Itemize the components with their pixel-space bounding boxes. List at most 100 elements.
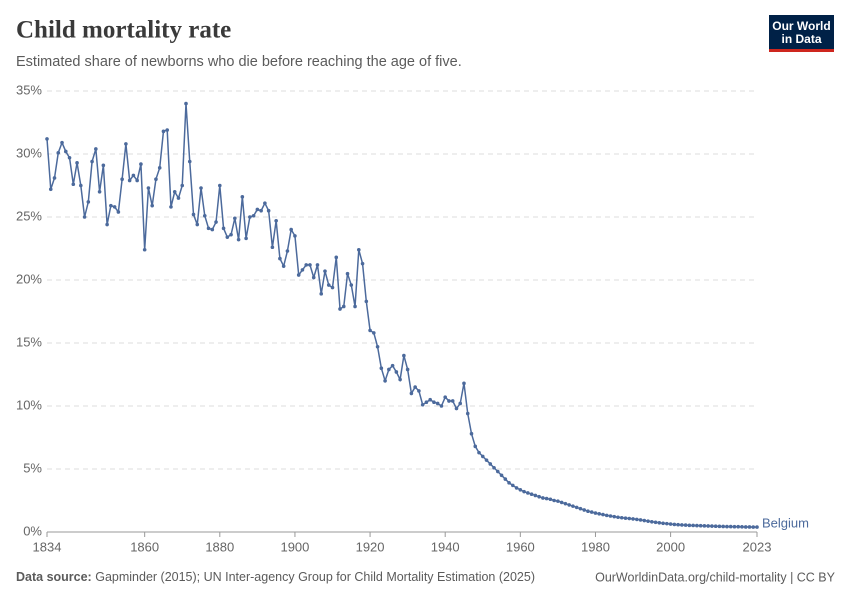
point [465, 411, 470, 416]
point [578, 506, 583, 511]
point [319, 292, 324, 296]
point [124, 142, 128, 146]
point [274, 218, 278, 223]
point [94, 147, 98, 151]
point [127, 178, 132, 183]
point [447, 399, 451, 403]
y-tick-label: 35% [16, 82, 42, 97]
point [687, 523, 692, 528]
point [259, 208, 263, 213]
logo[interactable]: Our World in Data [769, 15, 834, 52]
point [541, 496, 545, 500]
point [619, 515, 624, 520]
point [413, 385, 417, 389]
point [492, 465, 496, 470]
point [665, 521, 669, 526]
point [63, 149, 68, 154]
point [105, 222, 109, 227]
x-tick-label: 1980 [581, 539, 610, 554]
point [454, 406, 459, 411]
point [574, 505, 579, 510]
point [315, 263, 320, 267]
point [631, 517, 635, 521]
point [432, 400, 436, 405]
point [176, 196, 181, 200]
point [676, 522, 680, 527]
point [326, 283, 331, 287]
x-tick-label: 1920 [356, 539, 385, 554]
point [154, 177, 158, 181]
point [360, 261, 365, 266]
point [616, 515, 620, 520]
point [90, 159, 94, 164]
point [405, 367, 410, 372]
y-tick-label: 15% [16, 334, 42, 349]
point [375, 344, 380, 349]
x-tick-label: 2023 [743, 539, 772, 554]
point [488, 462, 493, 466]
point [135, 178, 139, 183]
point [165, 128, 170, 132]
point [529, 492, 534, 497]
y-tick-label: 10% [16, 397, 42, 412]
point [597, 512, 602, 516]
point [691, 523, 695, 528]
point [559, 500, 564, 505]
footer-link[interactable]: OurWorldinData.org/child-mortality | CC … [595, 570, 836, 584]
point [702, 524, 707, 528]
point [390, 363, 395, 368]
y-tick-label: 25% [16, 208, 42, 223]
point [304, 263, 309, 267]
point [439, 404, 444, 408]
point [695, 523, 699, 528]
point [747, 525, 752, 529]
point [172, 190, 177, 194]
point [323, 269, 327, 273]
point [740, 525, 744, 529]
point [244, 236, 248, 241]
point [210, 227, 215, 232]
point [285, 249, 290, 253]
point [608, 514, 613, 518]
point [567, 503, 571, 507]
point [638, 518, 643, 522]
point [680, 523, 684, 527]
point [157, 166, 162, 170]
point [281, 264, 286, 268]
point [251, 213, 256, 218]
point [79, 183, 83, 188]
point [484, 458, 489, 462]
point [533, 493, 538, 498]
point [225, 235, 230, 239]
point [537, 494, 541, 499]
point [248, 215, 252, 219]
point [713, 524, 718, 529]
y-tick-label: 0% [23, 523, 42, 538]
point [420, 402, 425, 407]
point [732, 524, 737, 529]
point [120, 177, 124, 181]
point [672, 522, 677, 527]
point [522, 489, 526, 494]
point [458, 401, 463, 406]
point [187, 159, 192, 164]
y-tick-label: 20% [16, 271, 42, 286]
point [289, 227, 293, 232]
point [450, 399, 455, 403]
point [698, 523, 703, 528]
series-label: Belgium [762, 516, 809, 531]
point [736, 524, 741, 529]
point [233, 216, 237, 221]
point [563, 501, 568, 506]
point [409, 391, 414, 396]
point [364, 299, 369, 304]
point [646, 519, 650, 523]
point [86, 200, 91, 204]
point [417, 389, 421, 393]
point [131, 173, 136, 178]
point [721, 524, 725, 529]
point [428, 397, 432, 402]
point [341, 304, 346, 309]
point [571, 504, 575, 508]
